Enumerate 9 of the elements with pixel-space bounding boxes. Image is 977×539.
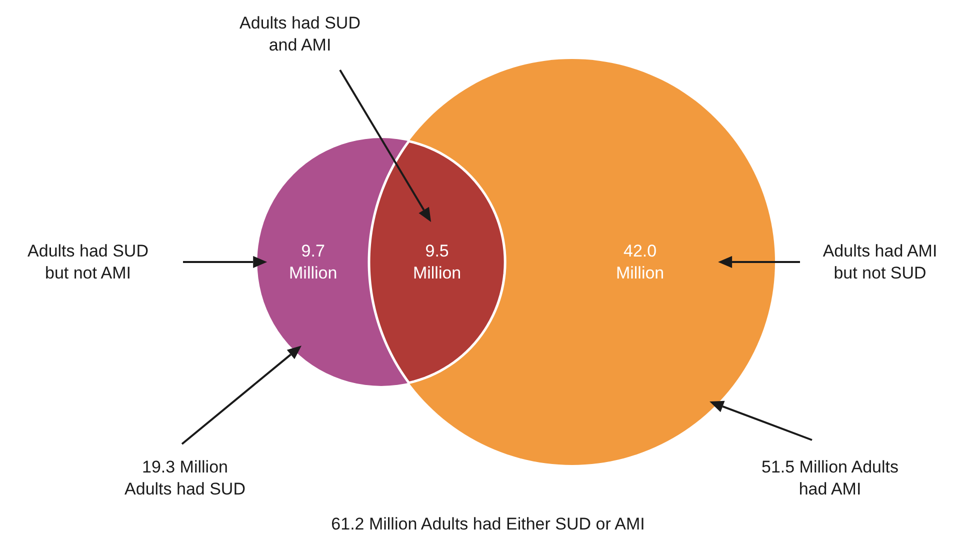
text: 19.3 Million Adults had SUD bbox=[124, 458, 246, 498]
data-label: 42.0 Million bbox=[616, 242, 664, 282]
text: 61.2 Million Adults had Either SUD or AMI bbox=[331, 514, 645, 534]
category-label: Adults had AMI but not SUD bbox=[822, 242, 938, 282]
data-label: 9.5 Million bbox=[412, 242, 462, 282]
data-label: 9.7 Million bbox=[289, 242, 338, 282]
category-label: Adults had SUD and AMI bbox=[240, 14, 360, 54]
text: 51.5 Million Adults had AMI bbox=[761, 458, 899, 498]
category-label: Adults had SUD but not AMI bbox=[28, 242, 148, 282]
